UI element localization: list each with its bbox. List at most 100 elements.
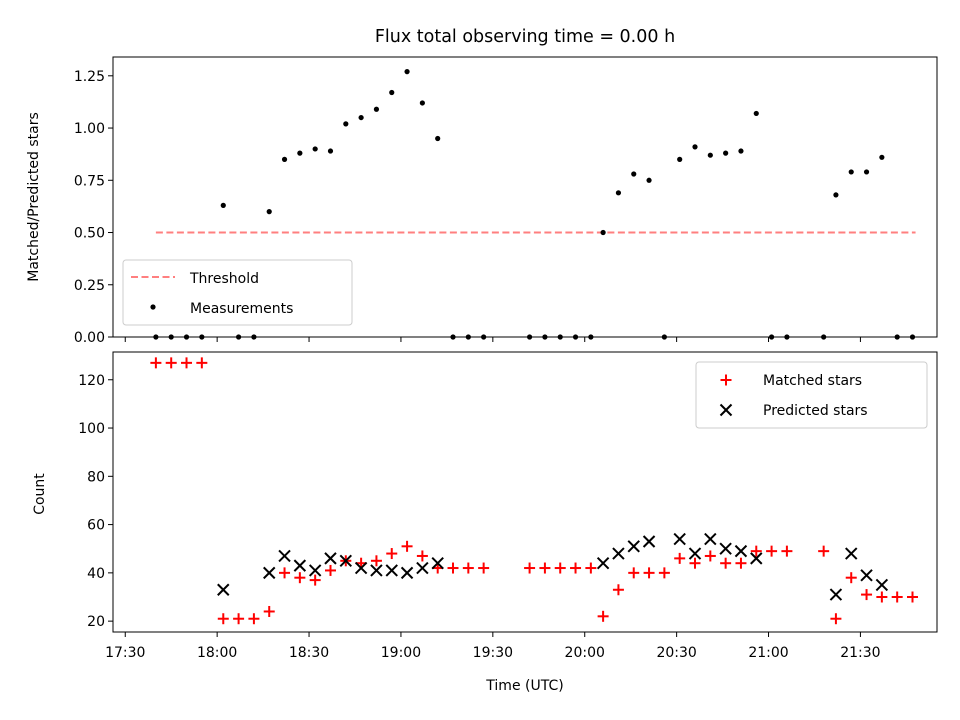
predicted-star-point-b bbox=[860, 569, 873, 582]
predicted-star-point bbox=[324, 552, 337, 565]
top-y-tick-label: 1.00 bbox=[74, 121, 105, 137]
measurement-point bbox=[312, 146, 318, 152]
matched-star-point bbox=[861, 589, 873, 601]
measurement-point bbox=[389, 89, 395, 96]
matched-star-point bbox=[750, 545, 762, 557]
predicted-star-point bbox=[750, 552, 763, 565]
predicted-star-point bbox=[217, 583, 230, 596]
measurement-point bbox=[738, 148, 744, 154]
predicted-star-point bbox=[860, 569, 873, 582]
predicted-star-point bbox=[612, 547, 625, 560]
predicted-star-point bbox=[704, 532, 717, 546]
predicted-star-point-b bbox=[734, 544, 748, 558]
predicted-star-point-b bbox=[385, 564, 398, 577]
predicted-star-point bbox=[688, 547, 702, 560]
bottom-y-tick-label: 120 bbox=[78, 373, 105, 389]
measurement-point bbox=[863, 169, 870, 175]
matched-star-point bbox=[906, 591, 918, 603]
matched-star-point bbox=[766, 545, 778, 557]
matched-star-point bbox=[324, 564, 336, 576]
x-tick-label: 19:30 bbox=[473, 645, 513, 661]
predicted-star-point bbox=[308, 564, 322, 577]
predicted-star-point-b bbox=[704, 532, 717, 546]
predicted-star-point-b bbox=[688, 547, 702, 560]
top-y-tick-label: 1.25 bbox=[74, 69, 105, 85]
predicted-star-point-b bbox=[596, 556, 610, 570]
matched-star-point bbox=[217, 613, 229, 625]
measurement-point bbox=[327, 148, 334, 154]
legend-matched-plus bbox=[720, 374, 732, 386]
predicted-star-point bbox=[829, 588, 843, 601]
predicted-star-point bbox=[339, 554, 353, 568]
matched-star-point bbox=[628, 567, 640, 579]
predicted-star-point bbox=[385, 564, 398, 577]
matched-star-point bbox=[704, 550, 716, 562]
matched-star-point bbox=[416, 550, 428, 562]
top-y-tick-label: 0.50 bbox=[74, 226, 105, 242]
measurement-point bbox=[266, 209, 272, 215]
predicted-star-point-b bbox=[400, 566, 414, 580]
matched-star-point bbox=[585, 562, 597, 574]
top-y-axis-label: Matched/Predicted stars bbox=[26, 112, 42, 282]
x-tick-label: 18:30 bbox=[289, 645, 329, 661]
bottom-y-axis-label: Count bbox=[32, 473, 48, 515]
predicted-star-point bbox=[416, 561, 429, 575]
x-tick-label: 19:00 bbox=[381, 645, 421, 661]
top-y-ticks: 0.00 0.25 0.50 0.75 1.00 1.25 bbox=[74, 69, 113, 346]
predicted-star-point-b bbox=[612, 547, 625, 560]
predicted-star-point-b bbox=[875, 578, 889, 592]
bottom-legend-box bbox=[695, 361, 928, 429]
legend-measurements-label: Measurements bbox=[190, 301, 293, 317]
predicted-star-point bbox=[400, 566, 414, 580]
legend-predicted-cross-b bbox=[719, 403, 733, 417]
predicted-star-point bbox=[370, 564, 383, 577]
x-tick-label: 21:30 bbox=[840, 645, 880, 661]
measurement-point bbox=[723, 150, 729, 156]
matched-star-point bbox=[876, 591, 888, 603]
matched-star-point bbox=[279, 567, 291, 579]
matched-star-point bbox=[150, 357, 162, 369]
bottom-x-ticks: 17:30 18:00 18:30 19:00 19:30 20:00 20:30 21:00… bbox=[105, 632, 881, 661]
matched-star-point bbox=[674, 552, 686, 564]
measurement-point bbox=[404, 69, 410, 75]
legend-matched-label: Matched stars bbox=[763, 373, 862, 389]
predicted-star-point bbox=[278, 549, 291, 563]
legend-predicted-label: Predicted stars bbox=[763, 403, 868, 419]
matched-star-point bbox=[720, 557, 732, 569]
predicted-star-point bbox=[845, 547, 858, 560]
legend-predicted-cross bbox=[719, 403, 733, 417]
matched-star-point bbox=[539, 562, 551, 574]
measurement-point bbox=[373, 106, 380, 112]
bottom-y-tick-label: 100 bbox=[78, 421, 105, 437]
measurement-point bbox=[435, 135, 441, 142]
matched-star-point bbox=[735, 557, 747, 569]
matched-star-point bbox=[248, 613, 260, 625]
predicted-star-point bbox=[431, 556, 444, 570]
x-tick-label: 20:30 bbox=[656, 645, 696, 661]
bottom-y-tick-label: 20 bbox=[87, 614, 105, 630]
predicted-star-point-b bbox=[673, 532, 686, 546]
matched-star-point bbox=[781, 545, 793, 557]
matched-star-point bbox=[643, 567, 655, 579]
predicted-star-point-b bbox=[845, 547, 858, 560]
predicted-star-point bbox=[642, 535, 656, 548]
legend-measurement-dot bbox=[150, 304, 156, 310]
predicted-star-point-b bbox=[370, 564, 383, 577]
predicted-star-point-b bbox=[627, 540, 640, 553]
legend-matched-marker bbox=[720, 374, 732, 386]
matched-star-point bbox=[294, 572, 306, 584]
matched-star-point bbox=[263, 605, 275, 617]
measurement-point bbox=[419, 100, 425, 106]
predicted-star-point bbox=[354, 561, 368, 575]
predicted-star-point bbox=[673, 532, 686, 546]
chart-title: Flux total observing time = 0.00 h bbox=[375, 27, 675, 47]
top-axes-frame bbox=[112, 56, 938, 338]
bottom-panel: Count Time (UTC) 20 40 60 80 100 120 17:30 18:… bbox=[32, 351, 938, 694]
matched-star-point bbox=[447, 562, 459, 574]
predicted-star-point-b bbox=[829, 588, 843, 601]
matched-star-point bbox=[891, 591, 903, 603]
measurement-point bbox=[753, 110, 759, 117]
bottom-legend: Matched stars Predicted stars bbox=[695, 361, 928, 429]
